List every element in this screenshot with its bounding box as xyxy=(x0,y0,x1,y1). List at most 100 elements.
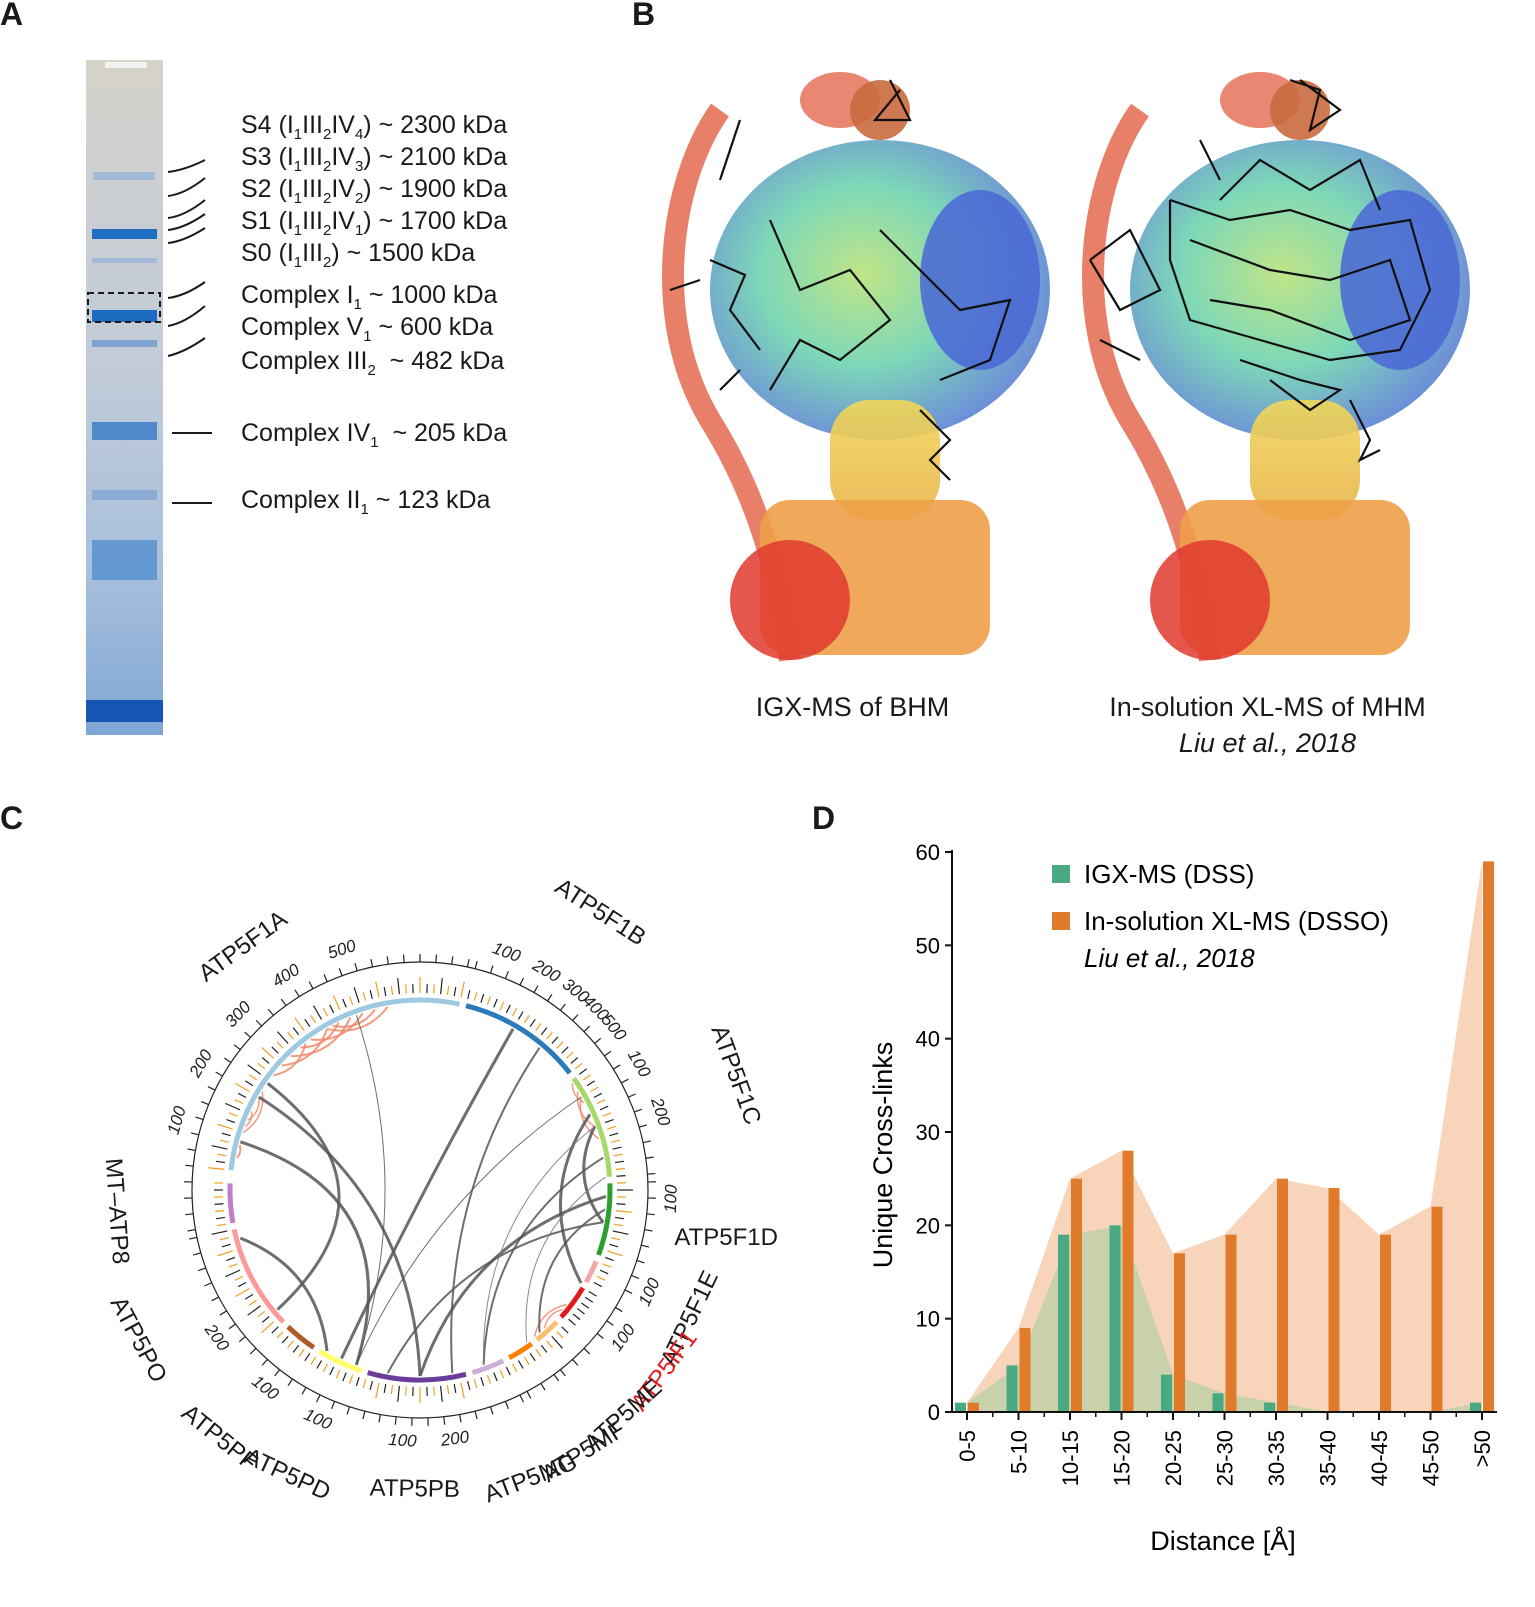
circos-tick-label: 100 xyxy=(388,1430,418,1451)
circos-scale-tick xyxy=(394,1416,397,1425)
circos-scale-tick xyxy=(204,1282,212,1287)
circos-residue-mark xyxy=(219,1139,229,1143)
circos-residue-mark xyxy=(453,987,457,997)
circos-residue-mark xyxy=(390,985,394,996)
bar-insolution-25-30 xyxy=(1225,1234,1237,1412)
circos-segment-atp5me xyxy=(535,1320,559,1342)
circos-crosslink xyxy=(538,1208,606,1333)
circos-label-atp5po: ATP5PO xyxy=(105,1292,172,1387)
structure-right-citation: Liu et al., 2018 xyxy=(1178,728,1357,758)
circos-residue-mark xyxy=(217,1250,233,1257)
circos-segment-atp5mf xyxy=(508,1341,534,1360)
legend-swatch-igx xyxy=(1052,865,1070,883)
circos-residue-mark xyxy=(211,1145,228,1150)
circos-residue-mark xyxy=(397,1385,401,1402)
circos-residue-mark xyxy=(277,1031,289,1045)
circos-segment-atp5if1 xyxy=(559,1286,586,1319)
circos-residue-mark xyxy=(329,1366,335,1376)
circos-residue-mark xyxy=(460,1382,465,1399)
circos-residue-mark xyxy=(556,1331,564,1339)
circos-label-atp5mg: ATP5MG xyxy=(481,1448,581,1508)
circos-residue-mark xyxy=(228,1112,238,1117)
circos-residue-mark xyxy=(261,1321,275,1333)
structure-left xyxy=(662,72,1050,662)
circos-residue-mark xyxy=(226,1256,236,1262)
x-tick-label: 30-35 xyxy=(1264,1430,1289,1486)
circos-residue-mark xyxy=(588,1290,597,1297)
circos-residue-mark xyxy=(208,1167,225,1171)
circos-residue-mark xyxy=(581,1302,590,1309)
circos-scale-tick xyxy=(646,1213,655,1216)
circos-crosslink xyxy=(386,1221,604,1374)
circos-residue-mark xyxy=(369,989,373,999)
circos-residue-mark xyxy=(383,987,387,997)
circos-crosslink xyxy=(244,1111,253,1127)
circos-residue-mark xyxy=(281,1335,289,1344)
circos-tick-label: 100 xyxy=(490,938,524,966)
circos-crosslink xyxy=(450,1046,541,1374)
circos-residue-mark xyxy=(276,1331,284,1339)
circos-scale-tick xyxy=(596,1333,604,1339)
circos-residue-mark xyxy=(316,1360,323,1369)
circos-scale-tick xyxy=(187,1229,196,1232)
circos-residue-mark xyxy=(348,996,354,1006)
circos-tick-label: 200 xyxy=(200,1320,233,1355)
bar-insolution-15-20 xyxy=(1122,1150,1134,1412)
circos-residue-mark xyxy=(439,978,443,995)
circos-residue-mark xyxy=(353,987,360,1003)
circos-scale-tick xyxy=(255,1019,263,1027)
circos-residue-mark xyxy=(221,1243,231,1248)
circos-crosslink xyxy=(236,1144,242,1159)
circos-scale-tick xyxy=(274,1369,281,1377)
circos-scale-tick xyxy=(244,1031,251,1038)
circos-residue-mark xyxy=(247,1064,261,1075)
circos-scale-tick xyxy=(185,1213,194,1216)
gel-label-complex-iv: Complex IV1 ~ 205 kDa xyxy=(241,419,508,451)
circos-residue-mark xyxy=(529,1018,536,1028)
x-tick-label: 25-30 xyxy=(1213,1430,1238,1486)
circos-label-atp5pf: ATP5PF xyxy=(176,1399,262,1476)
gel-label-complex-iii: Complex III2 ~ 482 kDa xyxy=(241,347,505,379)
bar-igx->50 xyxy=(1470,1402,1481,1412)
circos-residue-mark xyxy=(217,1123,233,1130)
circos-segment-mtatp8 xyxy=(227,1183,236,1224)
chart-ylabel: Unique Cross-links xyxy=(868,1042,898,1269)
circos-residue-mark xyxy=(505,1004,511,1014)
circos-residue-mark xyxy=(517,1360,524,1369)
circos-residue-mark xyxy=(342,1372,347,1382)
x-tick-label: 5-10 xyxy=(1007,1430,1032,1474)
circos-residue-mark xyxy=(602,1263,612,1268)
circos-residue-mark xyxy=(271,1326,279,1334)
circos-residue-mark xyxy=(611,1139,621,1143)
circos-residue-mark xyxy=(612,1230,629,1235)
x-tick-label: 15-20 xyxy=(1110,1430,1135,1486)
circos-crosslink xyxy=(525,1176,606,1343)
circos-scale-tick xyxy=(362,1411,366,1420)
circos-segment-atp5pd xyxy=(317,1349,363,1374)
circos-residue-mark xyxy=(486,996,492,1006)
circos-scale-tick xyxy=(308,981,314,989)
circos-residue-mark xyxy=(586,1080,596,1087)
circos-residue-mark xyxy=(540,1344,548,1353)
circos-label-atp5f1c: ATP5F1C xyxy=(705,1022,766,1129)
bar-insolution-0-5 xyxy=(968,1402,979,1412)
circos-segment-atp5f1c xyxy=(571,1076,613,1177)
circos-residue-mark xyxy=(214,1203,224,1205)
circos-scale-tick xyxy=(504,1401,509,1410)
circos-residue-mark xyxy=(221,1132,231,1137)
circos-residue-mark xyxy=(433,984,435,994)
y-tick-label: 30 xyxy=(916,1120,940,1145)
circos-residue-mark xyxy=(556,1041,564,1049)
circos-residue-mark xyxy=(219,1237,229,1241)
circos-scale-tick xyxy=(533,985,539,993)
circos-residue-mark xyxy=(615,1167,625,1171)
circos-tick-label: 100 xyxy=(624,1046,655,1081)
circos-segment-atp5f1d xyxy=(596,1183,613,1256)
circos-scale-tick xyxy=(195,1116,204,1121)
circos-scale-tick xyxy=(594,1037,602,1044)
x-tick-label: 0-5 xyxy=(955,1430,980,1462)
structure-left-caption: IGX-MS of BHM xyxy=(755,692,950,722)
gel-label-complex-i: Complex I1 ~ 1000 kDa xyxy=(241,281,498,313)
circos-crosslink xyxy=(355,1096,582,1365)
y-tick-label: 10 xyxy=(916,1307,940,1332)
